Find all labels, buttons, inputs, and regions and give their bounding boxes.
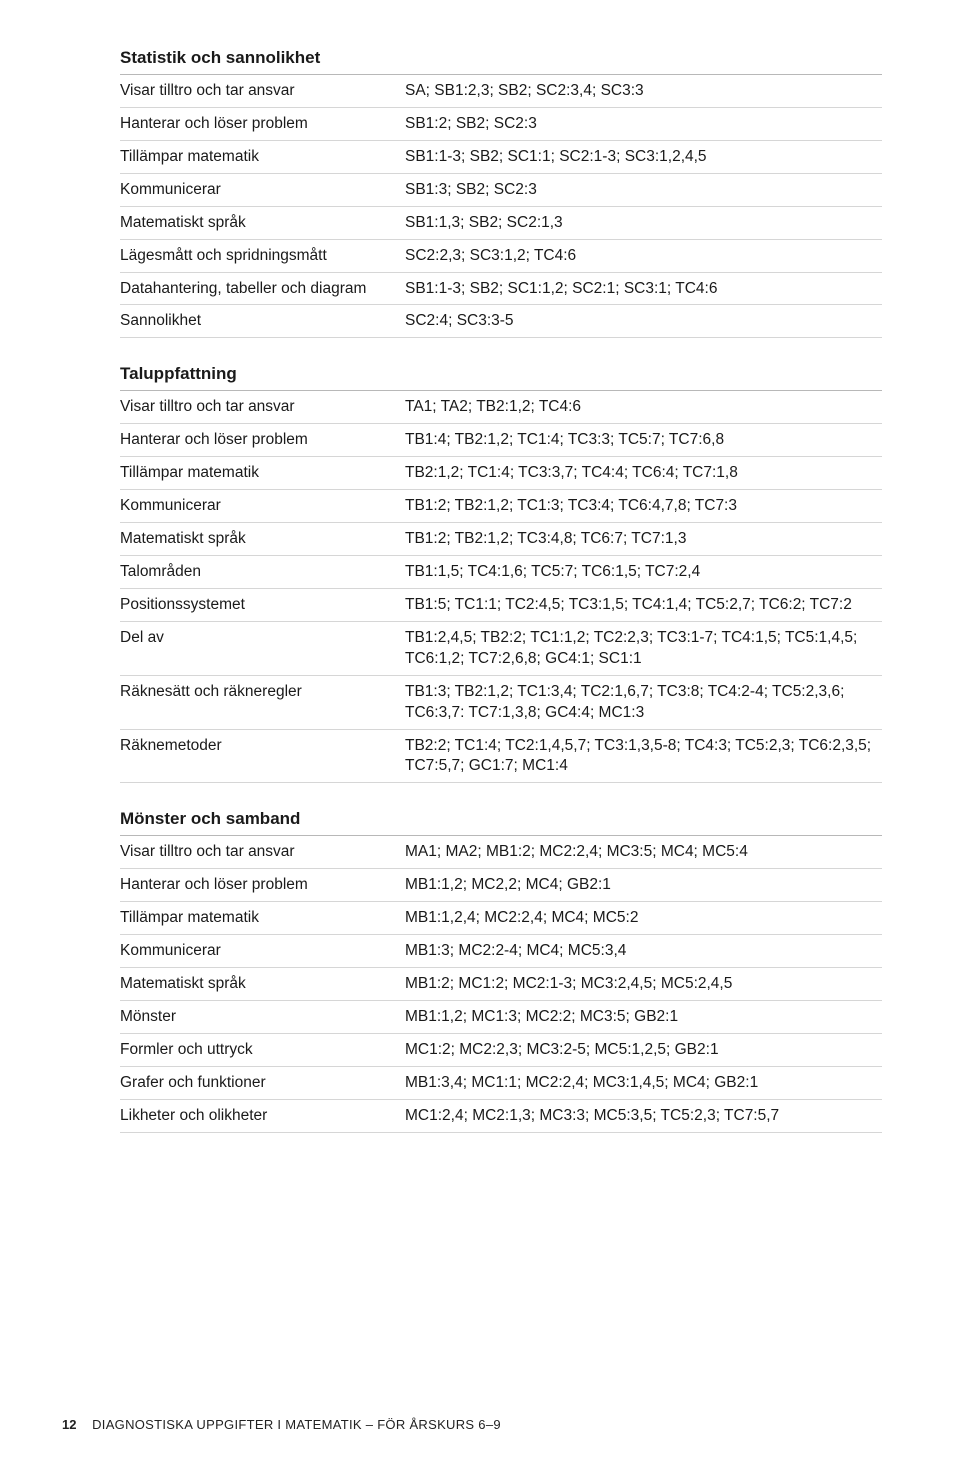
table-row: Hanterar och löser problemSB1:2; SB2; SC… bbox=[120, 108, 882, 141]
row-label: Sannolikhet bbox=[120, 311, 405, 332]
row-label: Tillämpar matematik bbox=[120, 147, 405, 168]
table-row: Grafer och funktionerMB1:3,4; MC1:1; MC2… bbox=[120, 1067, 882, 1100]
row-value: SC2:2,3; SC3:1,2; TC4:6 bbox=[405, 246, 882, 267]
section-heading: Mönster och samband bbox=[120, 809, 882, 836]
row-label: Tillämpar matematik bbox=[120, 908, 405, 929]
row-label: Del av bbox=[120, 628, 405, 670]
row-value: MB1:1,2,4; MC2:2,4; MC4; MC5:2 bbox=[405, 908, 882, 929]
row-value: MC1:2,4; MC2:1,3; MC3:3; MC5:3,5; TC5:2,… bbox=[405, 1106, 882, 1127]
row-label: Räknesätt och räkneregler bbox=[120, 682, 405, 724]
row-value: TB2:2; TC1:4; TC2:1,4,5,7; TC3:1,3,5-8; … bbox=[405, 736, 882, 778]
row-value: TB1:3; TB2:1,2; TC1:3,4; TC2:1,6,7; TC3:… bbox=[405, 682, 882, 724]
table-row: Visar tilltro och tar ansvarTA1; TA2; TB… bbox=[120, 391, 882, 424]
row-value: TB1:4; TB2:1,2; TC1:4; TC3:3; TC5:7; TC7… bbox=[405, 430, 882, 451]
table-row: RäknemetoderTB2:2; TC1:4; TC2:1,4,5,7; T… bbox=[120, 730, 882, 784]
table-row: Visar tilltro och tar ansvarSA; SB1:2,3;… bbox=[120, 75, 882, 108]
row-value: TB1:2; TB2:1,2; TC1:3; TC3:4; TC6:4,7,8;… bbox=[405, 496, 882, 517]
row-label: Datahantering, tabeller och diagram bbox=[120, 279, 405, 300]
row-value: SA; SB1:2,3; SB2; SC2:3,4; SC3:3 bbox=[405, 81, 882, 102]
table-row: Datahantering, tabeller och diagramSB1:1… bbox=[120, 273, 882, 306]
row-value: SB1:1,3; SB2; SC2:1,3 bbox=[405, 213, 882, 234]
row-value: MB1:3,4; MC1:1; MC2:2,4; MC3:1,4,5; MC4;… bbox=[405, 1073, 882, 1094]
table-row: Tillämpar matematikMB1:1,2,4; MC2:2,4; M… bbox=[120, 902, 882, 935]
section-heading: Taluppfattning bbox=[120, 364, 882, 391]
table-row: Tillämpar matematikSB1:1-3; SB2; SC1:1; … bbox=[120, 141, 882, 174]
row-value: MB1:1,2; MC1:3; MC2:2; MC3:5; GB2:1 bbox=[405, 1007, 882, 1028]
row-label: Visar tilltro och tar ansvar bbox=[120, 81, 405, 102]
row-label: Likheter och olikheter bbox=[120, 1106, 405, 1127]
row-label: Lägesmått och spridningsmått bbox=[120, 246, 405, 267]
table-row: Matematiskt språkSB1:1,3; SB2; SC2:1,3 bbox=[120, 207, 882, 240]
row-label: Räknemetoder bbox=[120, 736, 405, 778]
table-row: PositionssystemetTB1:5; TC1:1; TC2:4,5; … bbox=[120, 589, 882, 622]
row-label: Tillämpar matematik bbox=[120, 463, 405, 484]
row-label: Hanterar och löser problem bbox=[120, 430, 405, 451]
table-row: Matematiskt språkMB1:2; MC1:2; MC2:1-3; … bbox=[120, 968, 882, 1001]
table-row: MönsterMB1:1,2; MC1:3; MC2:2; MC3:5; GB2… bbox=[120, 1001, 882, 1034]
table-row: Matematiskt språkTB1:2; TB2:1,2; TC3:4,8… bbox=[120, 523, 882, 556]
row-value: SB1:1-3; SB2; SC1:1; SC2:1-3; SC3:1,2,4,… bbox=[405, 147, 882, 168]
table-row: Likheter och olikheterMC1:2,4; MC2:1,3; … bbox=[120, 1100, 882, 1133]
row-label: Hanterar och löser problem bbox=[120, 114, 405, 135]
row-label: Kommunicerar bbox=[120, 941, 405, 962]
row-value: MB1:3; MC2:2-4; MC4; MC5:3,4 bbox=[405, 941, 882, 962]
row-label: Mönster bbox=[120, 1007, 405, 1028]
table-row: Räknesätt och räknereglerTB1:3; TB2:1,2;… bbox=[120, 676, 882, 730]
row-label: Visar tilltro och tar ansvar bbox=[120, 397, 405, 418]
row-label: Matematiskt språk bbox=[120, 529, 405, 550]
row-label: Positionssystemet bbox=[120, 595, 405, 616]
page-footer: 12 DIAGNOSTISKA UPPGIFTER I MATEMATIK – … bbox=[0, 1417, 960, 1432]
row-label: Kommunicerar bbox=[120, 496, 405, 517]
table-row: Lägesmått och spridningsmåttSC2:2,3; SC3… bbox=[120, 240, 882, 273]
row-value: SB1:3; SB2; SC2:3 bbox=[405, 180, 882, 201]
table-row: KommunicerarMB1:3; MC2:2-4; MC4; MC5:3,4 bbox=[120, 935, 882, 968]
row-value: TA1; TA2; TB2:1,2; TC4:6 bbox=[405, 397, 882, 418]
table-row: Hanterar och löser problemMB1:1,2; MC2,2… bbox=[120, 869, 882, 902]
row-value: TB1:2; TB2:1,2; TC3:4,8; TC6:7; TC7:1,3 bbox=[405, 529, 882, 550]
table-row: TalområdenTB1:1,5; TC4:1,6; TC5:7; TC6:1… bbox=[120, 556, 882, 589]
row-value: SB1:2; SB2; SC2:3 bbox=[405, 114, 882, 135]
table-row: Hanterar och löser problemTB1:4; TB2:1,2… bbox=[120, 424, 882, 457]
table-row: Tillämpar matematikTB2:1,2; TC1:4; TC3:3… bbox=[120, 457, 882, 490]
page-number: 12 bbox=[62, 1417, 76, 1432]
table-row: KommunicerarSB1:3; SB2; SC2:3 bbox=[120, 174, 882, 207]
table-row: SannolikhetSC2:4; SC3:3-5 bbox=[120, 305, 882, 338]
page-content: Statistik och sannolikhetVisar tilltro o… bbox=[120, 48, 882, 1133]
row-value: TB1:2,4,5; TB2:2; TC1:1,2; TC2:2,3; TC3:… bbox=[405, 628, 882, 670]
row-label: Matematiskt språk bbox=[120, 213, 405, 234]
row-value: MB1:1,2; MC2,2; MC4; GB2:1 bbox=[405, 875, 882, 896]
row-value: TB1:5; TC1:1; TC2:4,5; TC3:1,5; TC4:1,4;… bbox=[405, 595, 882, 616]
row-label: Talområden bbox=[120, 562, 405, 583]
row-value: MB1:2; MC1:2; MC2:1-3; MC3:2,4,5; MC5:2,… bbox=[405, 974, 882, 995]
table-row: Formler och uttryckMC1:2; MC2:2,3; MC3:2… bbox=[120, 1034, 882, 1067]
row-value: SB1:1-3; SB2; SC1:1,2; SC2:1; SC3:1; TC4… bbox=[405, 279, 882, 300]
table-section: Statistik och sannolikhetVisar tilltro o… bbox=[120, 48, 882, 338]
table-row: Visar tilltro och tar ansvarMA1; MA2; MB… bbox=[120, 836, 882, 869]
row-value: MC1:2; MC2:2,3; MC3:2-5; MC5:1,2,5; GB2:… bbox=[405, 1040, 882, 1061]
table-row: KommunicerarTB1:2; TB2:1,2; TC1:3; TC3:4… bbox=[120, 490, 882, 523]
row-value: TB2:1,2; TC1:4; TC3:3,7; TC4:4; TC6:4; T… bbox=[405, 463, 882, 484]
row-label: Formler och uttryck bbox=[120, 1040, 405, 1061]
section-heading: Statistik och sannolikhet bbox=[120, 48, 882, 75]
row-label: Visar tilltro och tar ansvar bbox=[120, 842, 405, 863]
table-section: Mönster och sambandVisar tilltro och tar… bbox=[120, 809, 882, 1132]
row-label: Kommunicerar bbox=[120, 180, 405, 201]
row-label: Hanterar och löser problem bbox=[120, 875, 405, 896]
table-row: Del avTB1:2,4,5; TB2:2; TC1:1,2; TC2:2,3… bbox=[120, 622, 882, 676]
row-label: Grafer och funktioner bbox=[120, 1073, 405, 1094]
row-value: SC2:4; SC3:3-5 bbox=[405, 311, 882, 332]
footer-title: DIAGNOSTISKA UPPGIFTER I MATEMATIK – FÖR… bbox=[92, 1417, 501, 1432]
row-label: Matematiskt språk bbox=[120, 974, 405, 995]
row-value: MA1; MA2; MB1:2; MC2:2,4; MC3:5; MC4; MC… bbox=[405, 842, 882, 863]
row-value: TB1:1,5; TC4:1,6; TC5:7; TC6:1,5; TC7:2,… bbox=[405, 562, 882, 583]
table-section: TaluppfattningVisar tilltro och tar ansv… bbox=[120, 364, 882, 783]
